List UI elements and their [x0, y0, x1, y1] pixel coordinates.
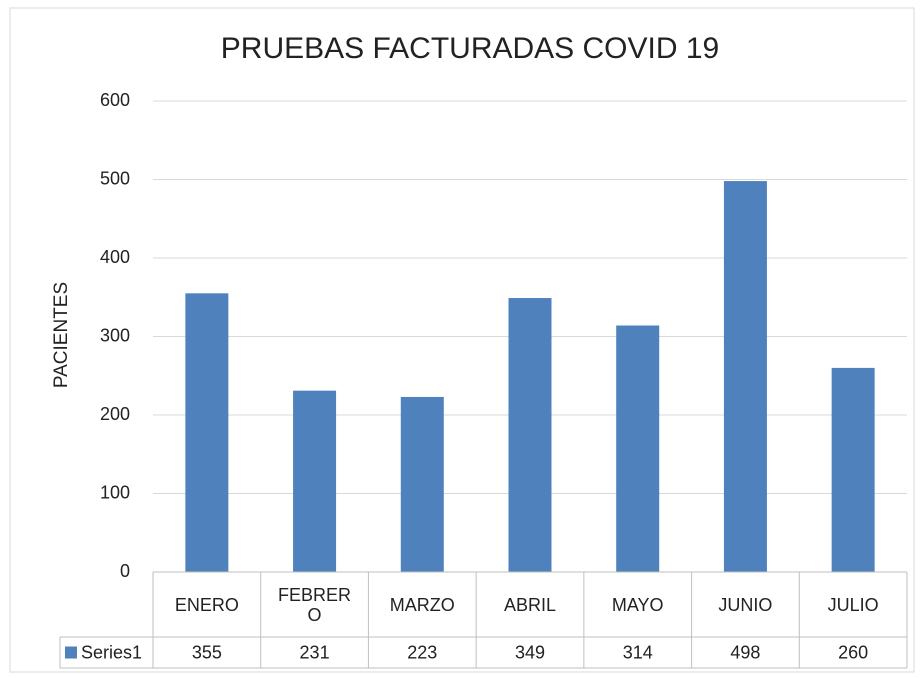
x-tick-label-box: MARZO — [368, 572, 476, 637]
x-tick-label: FEBRERO — [278, 584, 352, 625]
legend-label: Series1 — [81, 642, 142, 662]
x-tick-label-box: ABRIL — [476, 572, 584, 637]
x-tick-label-cell: ENERO — [153, 572, 261, 637]
bar — [293, 390, 337, 572]
y-tick-label: 0 — [120, 561, 130, 581]
x-tick-label-cell: MAYO — [584, 572, 692, 637]
data-table-value: 231 — [300, 642, 330, 662]
x-tick-label-cell: MARZO — [368, 572, 476, 637]
y-tick-label: 600 — [100, 90, 130, 110]
x-tick-label-cell: JUNIO — [692, 572, 800, 637]
bar — [185, 293, 229, 572]
chart-title: PRUEBAS FACTURADAS COVID 19 — [221, 32, 719, 65]
y-tick-label: 400 — [100, 247, 130, 267]
x-tick-label: JULIO — [827, 594, 879, 615]
y-tick-label: 300 — [100, 325, 130, 345]
data-table-value: 260 — [838, 642, 868, 662]
x-tick-label-box: JUNIO — [692, 572, 800, 637]
x-tick-label: MARZO — [389, 594, 455, 615]
x-tick-label: JUNIO — [718, 594, 773, 615]
x-tick-label-box: MAYO — [584, 572, 692, 637]
x-tick-label: ENERO — [174, 594, 239, 615]
data-table-value: 355 — [192, 642, 222, 662]
x-tick-label: ABRIL — [503, 594, 556, 615]
legend-swatch — [65, 646, 77, 659]
bar — [616, 325, 660, 572]
data-table-value: 314 — [623, 642, 653, 662]
x-tick-label-cell: JULIO — [799, 572, 907, 637]
x-tick-label-box: JULIO — [799, 572, 907, 637]
x-tick-label-cell: ABRIL — [476, 572, 584, 637]
y-tick-label: 200 — [100, 404, 130, 424]
y-axis-label: PACIENTES — [51, 282, 72, 388]
bar — [508, 298, 552, 572]
data-table-value: 498 — [730, 642, 760, 662]
bar — [831, 367, 875, 572]
data-table-value: 223 — [407, 642, 437, 662]
bar — [400, 396, 444, 572]
x-tick-label-box: ENERO — [153, 572, 261, 637]
x-tick-label-cell: FEBRERO — [261, 572, 369, 637]
x-tick-label: MAYO — [611, 594, 664, 615]
y-tick-label: 100 — [100, 482, 130, 502]
data-table-value: 349 — [515, 642, 545, 662]
x-tick-label-box: FEBRERO — [261, 572, 369, 637]
y-tick-label: 500 — [100, 168, 130, 188]
bar — [723, 181, 767, 572]
